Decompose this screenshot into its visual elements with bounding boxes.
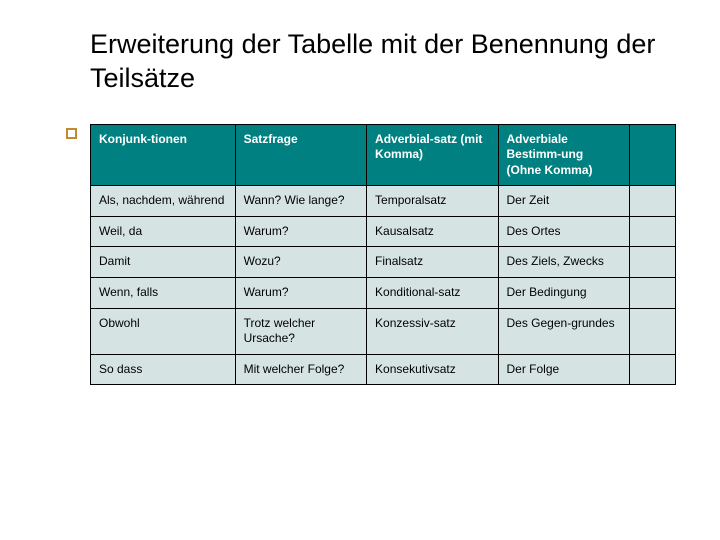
cell: Der Bedingung [498, 278, 629, 309]
cell: Des Ortes [498, 216, 629, 247]
cell: Des Ziels, Zwecks [498, 247, 629, 278]
slide-container: Erweiterung der Tabelle mit der Benennun… [0, 0, 720, 540]
cell: Finalsatz [367, 247, 498, 278]
cell: Der Zeit [498, 186, 629, 217]
col-header: Satzfrage [235, 124, 366, 186]
cell: Wenn, falls [91, 278, 236, 309]
cell: Warum? [235, 216, 366, 247]
cell: Konzessiv-satz [367, 308, 498, 354]
cell: Der Folge [498, 354, 629, 385]
cell: Des Gegen-grundes [498, 308, 629, 354]
cell [629, 354, 675, 385]
cell: So dass [91, 354, 236, 385]
table-row: Als, nachdem, während Wann? Wie lange? T… [91, 186, 676, 217]
grammar-table: Konjunk-tionen Satzfrage Adverbial-satz … [90, 124, 676, 386]
cell: Konditional-satz [367, 278, 498, 309]
col-header: Konjunk-tionen [91, 124, 236, 186]
slide-title: Erweiterung der Tabelle mit der Benennun… [90, 28, 676, 96]
cell: Konsekutivsatz [367, 354, 498, 385]
cell: Wozu? [235, 247, 366, 278]
col-header: Adverbial-satz (mit Komma) [367, 124, 498, 186]
cell: Warum? [235, 278, 366, 309]
table-row: Obwohl Trotz welcher Ursache? Konzessiv-… [91, 308, 676, 354]
table-row: So dass Mit welcher Folge? Konsekutivsat… [91, 354, 676, 385]
cell: Temporalsatz [367, 186, 498, 217]
cell: Mit welcher Folge? [235, 354, 366, 385]
table-row: Wenn, falls Warum? Konditional-satz Der … [91, 278, 676, 309]
table-row: Damit Wozu? Finalsatz Des Ziels, Zwecks [91, 247, 676, 278]
cell [629, 216, 675, 247]
table-header-row: Konjunk-tionen Satzfrage Adverbial-satz … [91, 124, 676, 186]
col-header: Adverbiale Bestimm-ung (Ohne Komma) [498, 124, 629, 186]
table-row: Weil, da Warum? Kausalsatz Des Ortes [91, 216, 676, 247]
cell: Trotz welcher Ursache? [235, 308, 366, 354]
cell: Als, nachdem, während [91, 186, 236, 217]
cell [629, 247, 675, 278]
cell [629, 278, 675, 309]
cell: Kausalsatz [367, 216, 498, 247]
cell [629, 308, 675, 354]
accent-square-icon [66, 128, 77, 139]
cell [629, 186, 675, 217]
cell: Damit [91, 247, 236, 278]
cell: Wann? Wie lange? [235, 186, 366, 217]
cell: Obwohl [91, 308, 236, 354]
cell: Weil, da [91, 216, 236, 247]
col-header [629, 124, 675, 186]
